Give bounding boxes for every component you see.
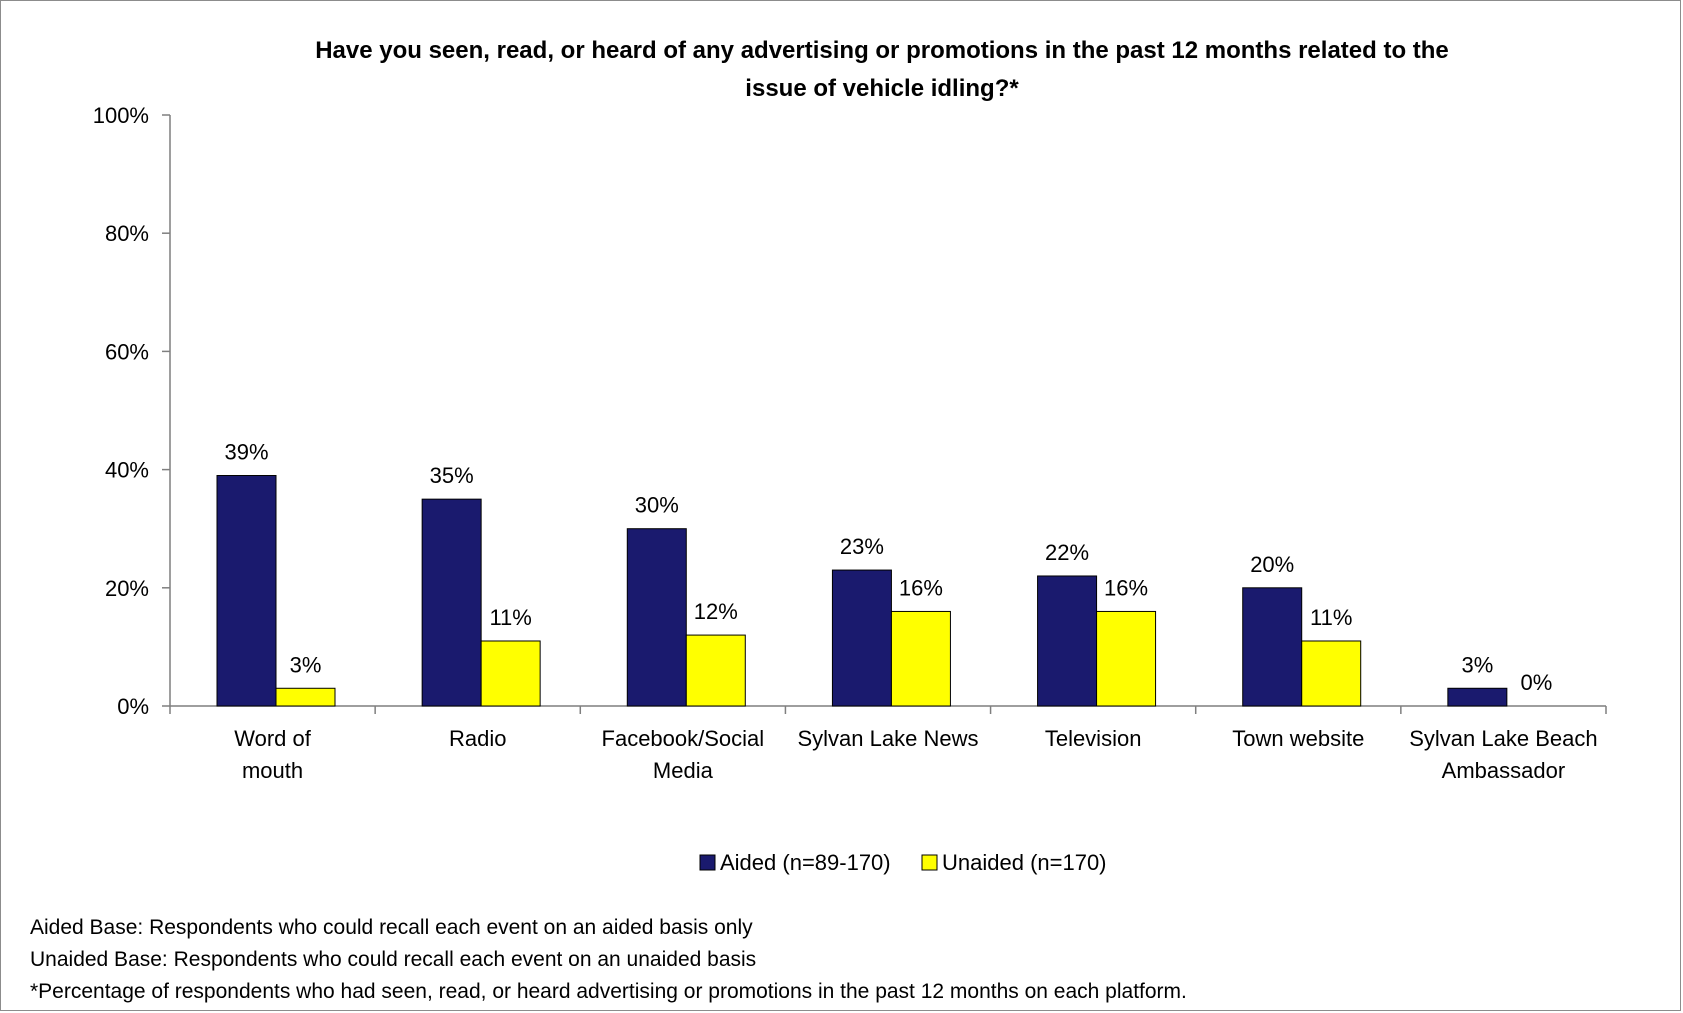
bar-aided: [626, 528, 687, 707]
x-category-label: Radio: [449, 726, 506, 751]
note-unaided-base: Unaided Base: Respondents who could reca…: [30, 948, 757, 971]
chart-bars: [216, 475, 1508, 707]
legend-label-unaided: Unaided (n=170): [942, 850, 1107, 875]
x-category-label: Town website: [1232, 726, 1364, 751]
data-label-aided: 30%: [635, 493, 679, 518]
legend-label-aided: Aided (n=89-170): [720, 850, 891, 875]
note-percentage-definition: *Percentage of respondents who had seen,…: [30, 980, 1187, 1003]
legend-swatch-unaided: [921, 854, 938, 871]
data-label-unaided: 12%: [694, 599, 738, 624]
bar-unaided: [275, 687, 336, 707]
y-tick-label: 60%: [105, 339, 149, 364]
x-category-label: mouth: [242, 758, 303, 783]
data-label-unaided: 0%: [1520, 670, 1552, 695]
chart-title-line: issue of vehicle idling?*: [745, 75, 1019, 102]
bar-aided: [1037, 575, 1098, 707]
bar-unaided: [480, 640, 541, 707]
bar-aided: [1242, 587, 1303, 707]
note-aided-base: Aided Base: Respondents who could recall…: [30, 916, 753, 939]
chart-category-labels: Word of mouth Radio Facebook/Social Media Syl…: [234, 726, 1597, 783]
data-label-unaided: 16%: [899, 575, 943, 600]
bar-unaided: [890, 610, 951, 707]
data-label-aided: 22%: [1045, 540, 1089, 565]
chart-axes: 0% 20% 40% 60% 80% 100%: [93, 103, 1607, 719]
bar-aided: [421, 498, 482, 707]
y-tick-label: 0%: [117, 694, 149, 719]
data-label-unaided: 3%: [290, 652, 322, 677]
x-category-label: Ambassador: [1442, 758, 1566, 783]
y-tick-label: 80%: [105, 221, 149, 246]
x-category-label: Sylvan Lake News: [798, 726, 979, 751]
chart-data-labels: 39% 35% 30% 23% 22% 20% 3% 3% 11% 12% 16% 16% 11% 0%: [224, 440, 1552, 695]
bar-unaided: [685, 634, 746, 707]
data-label-aided: 3%: [1461, 652, 1493, 677]
chart-notes: Aided Base: Respondents who could recall…: [30, 912, 1187, 1008]
bar-aided: [831, 569, 892, 707]
data-label-aided: 35%: [430, 463, 474, 488]
bar-aided: [216, 475, 277, 707]
chart-title-line: Have you seen, read, or heard of any adv…: [315, 37, 1449, 64]
y-tick-label: 100%: [93, 103, 149, 128]
data-label-aided: 20%: [1250, 552, 1294, 577]
bar-aided: [1447, 687, 1508, 707]
data-label-unaided: 11%: [1310, 605, 1352, 630]
y-tick-label: 20%: [105, 576, 149, 601]
legend-swatch-aided: [699, 854, 716, 871]
data-label-unaided: 11%: [489, 605, 531, 630]
data-label-aided: 23%: [840, 534, 884, 559]
chart-legend: Aided (n=89-170) Unaided (n=170): [699, 850, 1107, 875]
y-tick-label: 40%: [105, 458, 149, 483]
x-category-label: Television: [1045, 726, 1142, 751]
bar-unaided: [1096, 610, 1157, 707]
data-label-aided: 39%: [224, 440, 268, 465]
bar-unaided: [1301, 640, 1362, 707]
chart-title: Have you seen, read, or heard of any adv…: [315, 37, 1449, 102]
x-category-label: Word of: [234, 726, 312, 751]
x-category-label: Facebook/Social: [602, 726, 765, 751]
data-label-unaided: 16%: [1104, 575, 1148, 600]
x-category-label: Sylvan Lake Beach: [1409, 726, 1597, 751]
x-category-label: Media: [653, 758, 714, 783]
